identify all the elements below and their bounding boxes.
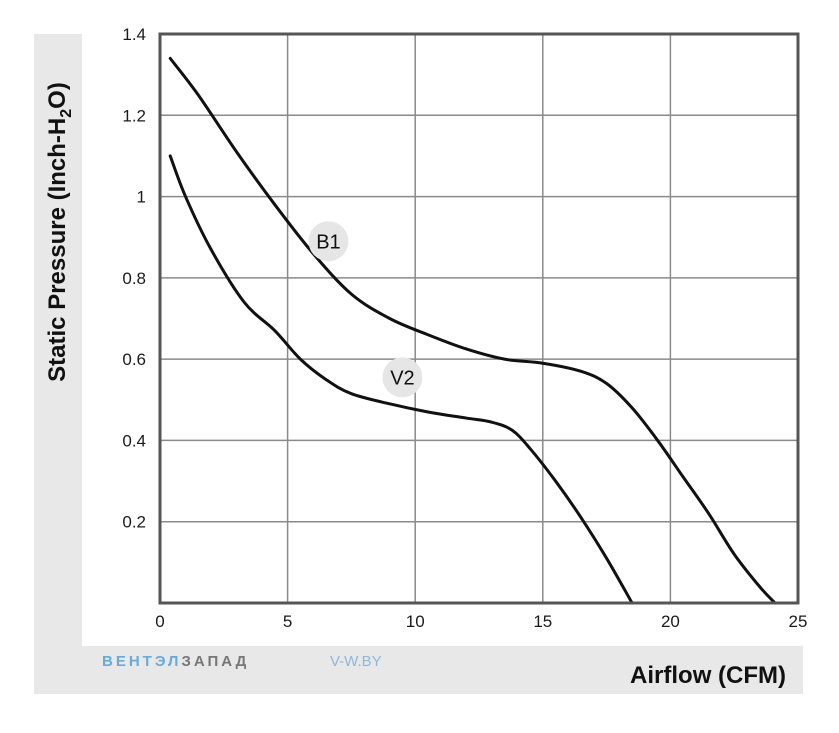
curves [168,56,777,605]
left-gray-band [34,34,82,694]
plot-border [158,32,800,605]
y-axis-title-main: Static Pressure (Inch-H [44,118,71,382]
watermark-brand: ВЕНТЭЛЗАПАД [102,653,249,670]
y-tick-label: 1.2 [122,106,146,125]
y-axis-title-end: O) [44,82,71,109]
x-tick-labels: 0 5 10 15 20 25 [155,612,807,631]
x-tick-label: 5 [283,612,292,631]
x-tick-label: 0 [155,612,164,631]
y-tick-label: 1.4 [122,25,146,44]
curve-labels: B1 V2 [308,221,423,398]
bottom-gray-band [34,646,803,694]
y-tick-label: 1 [137,188,146,207]
curve-label-badge-b1 [308,221,349,262]
curve-b1 [168,56,777,605]
y-tick-labels: 0.2 0.4 0.6 0.8 1 1.2 1.4 [122,25,146,532]
watermark-site: V-W.BY [330,653,382,670]
watermark-brand-part1: ВЕНТЭЛ [102,653,181,670]
x-tick-label: 20 [661,612,680,631]
x-axis-title: Airflow (CFM) [630,662,786,689]
x-tick-label: 25 [789,612,808,631]
y-tick-label: 0.6 [122,350,146,369]
x-tick-label: 15 [533,612,552,631]
y-tick-label: 0.8 [122,269,146,288]
curve-v2 [168,154,634,605]
grid-lines [159,33,799,603]
curve-label-v2: V2 [390,367,414,389]
y-axis-title-subscript: 2 [58,109,75,118]
watermark-brand-part2: ЗАПАД [181,653,249,670]
x-tick-label: 10 [406,612,425,631]
y-tick-label: 0.4 [122,431,146,450]
curve-label-badge-v2 [382,357,423,398]
y-axis-title: Static Pressure (Inch-H2O) [44,82,75,382]
curve-label-b1: B1 [316,231,340,253]
y-tick-label: 0.2 [122,513,146,532]
